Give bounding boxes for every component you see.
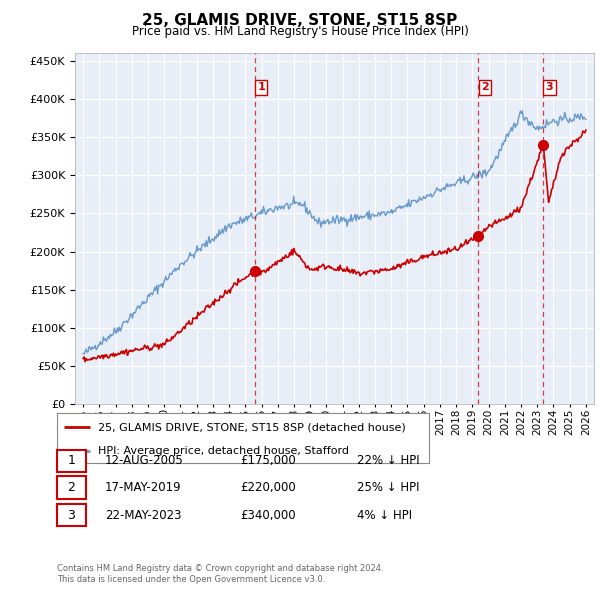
Text: £340,000: £340,000 <box>240 509 296 522</box>
Text: HPI: Average price, detached house, Stafford: HPI: Average price, detached house, Staf… <box>98 445 349 455</box>
Text: 22-MAY-2023: 22-MAY-2023 <box>105 509 182 522</box>
Text: 1: 1 <box>257 83 265 93</box>
Text: 25% ↓ HPI: 25% ↓ HPI <box>357 481 419 494</box>
Text: 25, GLAMIS DRIVE, STONE, ST15 8SP (detached house): 25, GLAMIS DRIVE, STONE, ST15 8SP (detac… <box>98 422 406 432</box>
Text: £220,000: £220,000 <box>240 481 296 494</box>
Text: £175,000: £175,000 <box>240 454 296 467</box>
Text: Price paid vs. HM Land Registry's House Price Index (HPI): Price paid vs. HM Land Registry's House … <box>131 25 469 38</box>
Text: 17-MAY-2019: 17-MAY-2019 <box>105 481 182 494</box>
Text: 25, GLAMIS DRIVE, STONE, ST15 8SP: 25, GLAMIS DRIVE, STONE, ST15 8SP <box>142 13 458 28</box>
Text: 2: 2 <box>67 481 76 494</box>
Text: This data is licensed under the Open Government Licence v3.0.: This data is licensed under the Open Gov… <box>57 575 325 584</box>
Text: 12-AUG-2005: 12-AUG-2005 <box>105 454 184 467</box>
Text: 1: 1 <box>67 454 76 467</box>
Text: 4% ↓ HPI: 4% ↓ HPI <box>357 509 412 522</box>
Text: 2: 2 <box>481 83 488 93</box>
Text: Contains HM Land Registry data © Crown copyright and database right 2024.: Contains HM Land Registry data © Crown c… <box>57 565 383 573</box>
Text: 3: 3 <box>67 509 76 522</box>
Text: 3: 3 <box>545 83 553 93</box>
Text: 22% ↓ HPI: 22% ↓ HPI <box>357 454 419 467</box>
